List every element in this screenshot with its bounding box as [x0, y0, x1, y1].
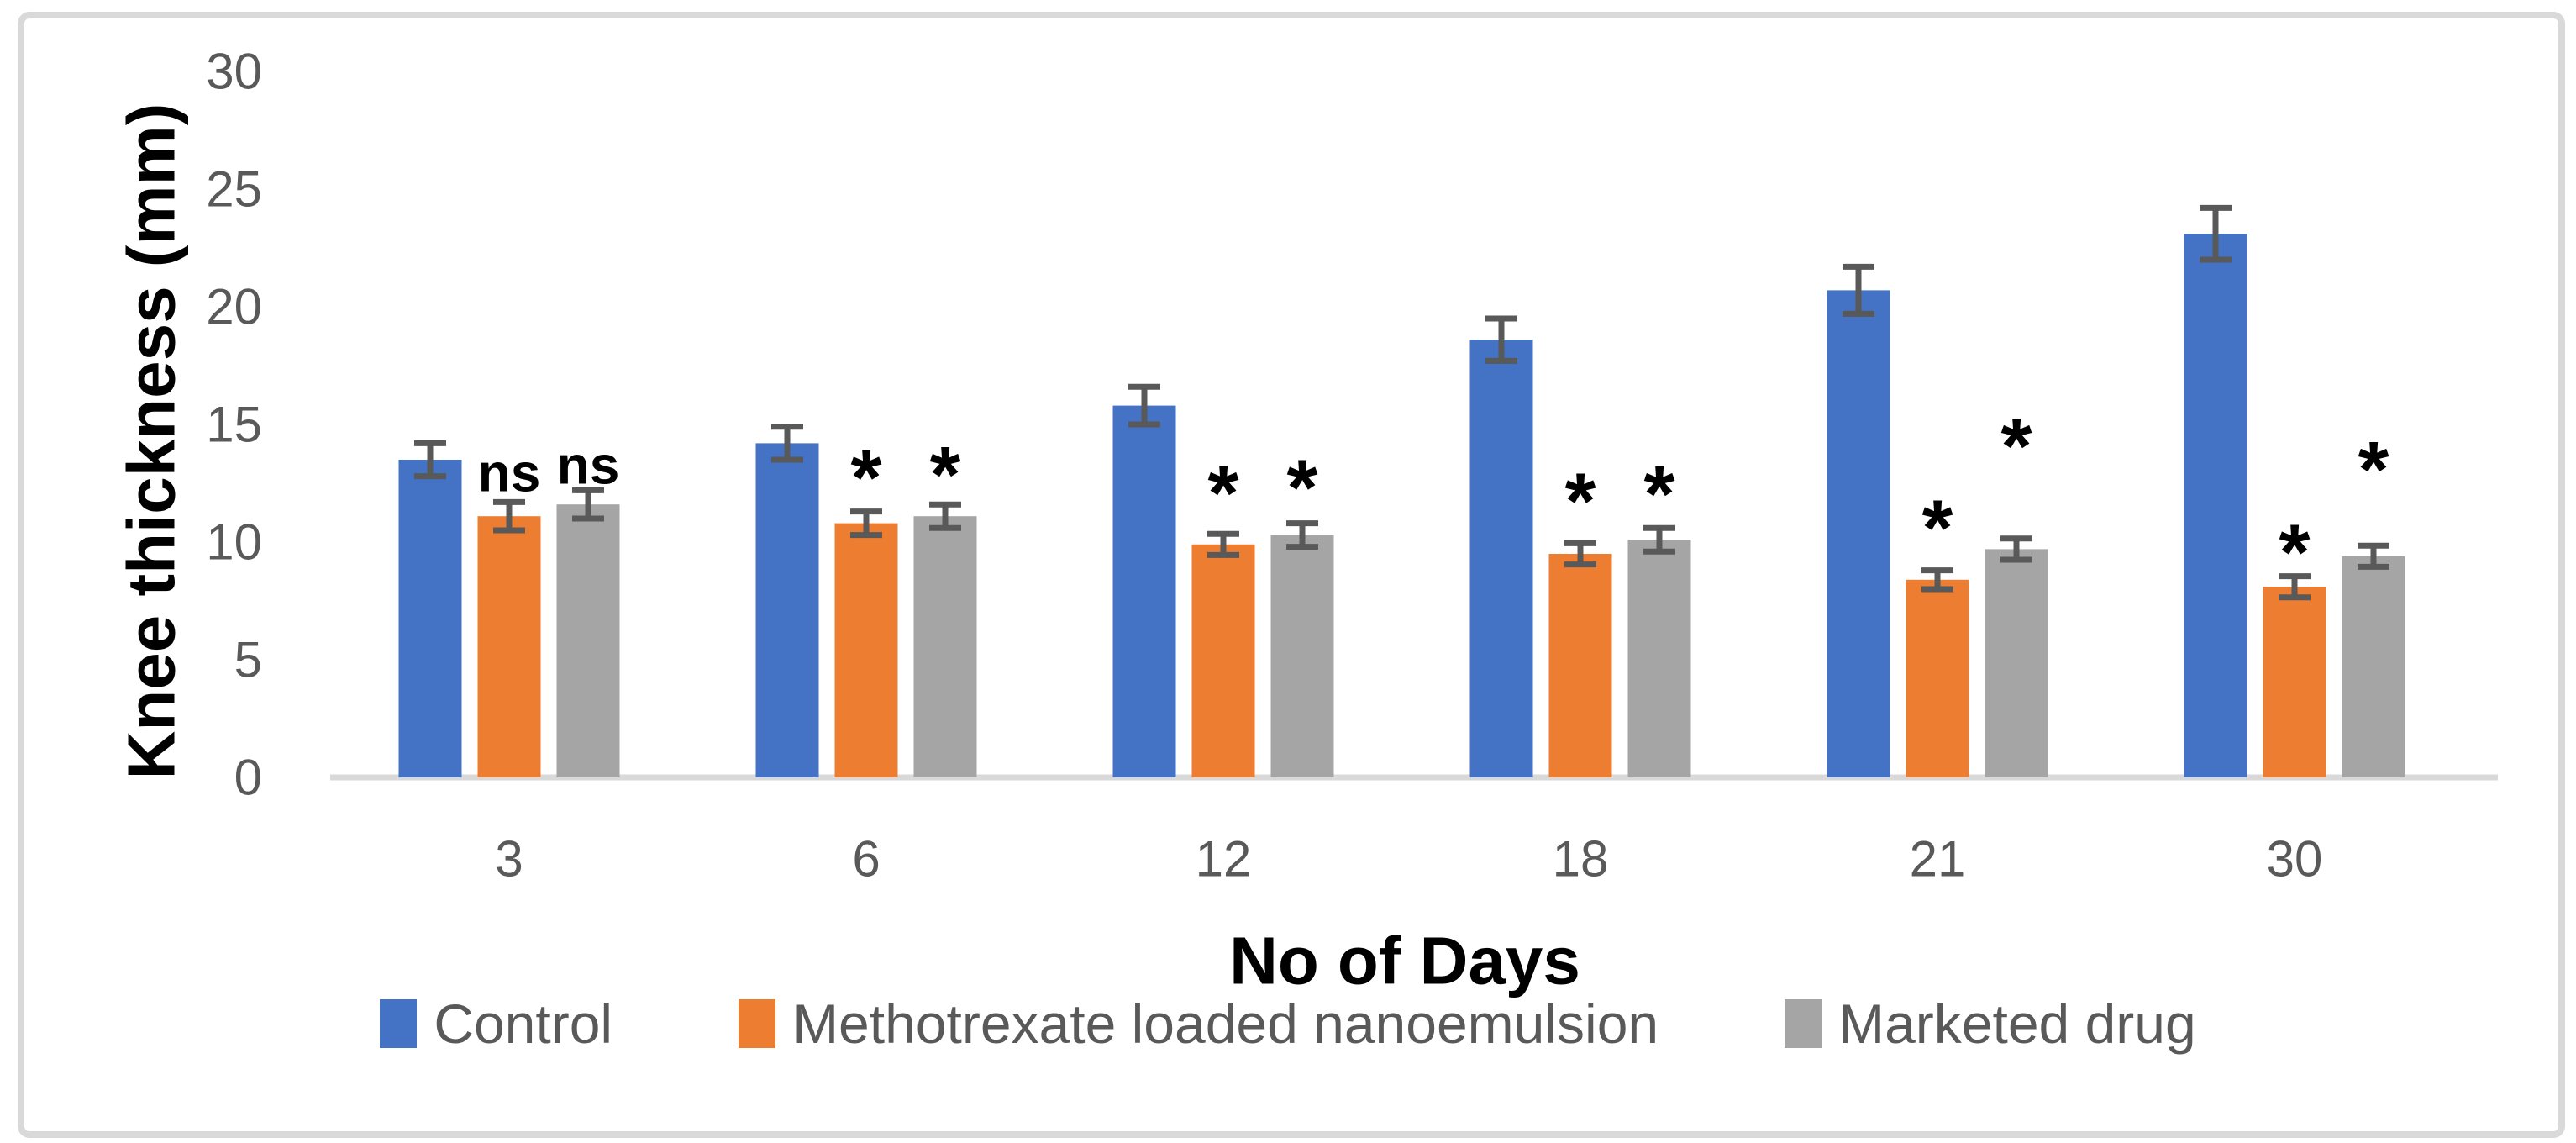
y-axis-title: Knee thickness (mm) [114, 103, 189, 780]
y-axis-tick-labels: 0 5 10 15 20 25 30 [206, 44, 262, 806]
asterisk-annotation-day18: * [1565, 456, 1596, 545]
bar-control-day3 [398, 460, 462, 777]
bar-marketed-drug-day12 [1270, 535, 1334, 777]
ns-annotation-day3: ns [557, 435, 620, 495]
error-bar [2279, 573, 2311, 601]
bar-methotrexate-loaded-nanoemulsion-day3 [477, 516, 541, 777]
x-tick-label-21: 21 [1910, 831, 1966, 888]
bar-methotrexate-loaded-nanoemulsion-day21 [1906, 579, 1969, 777]
bar-marketed-drug-day6 [913, 516, 977, 777]
error-bar [2200, 204, 2232, 263]
x-tick-label-6: 6 [852, 831, 880, 888]
y-tick-label-0: 0 [234, 750, 262, 806]
legend-swatch-icon [380, 999, 418, 1048]
error-bar [1921, 567, 1953, 593]
error-bar [2000, 535, 2032, 563]
error-bar [2358, 542, 2389, 570]
error-bar [1207, 530, 1239, 558]
y-tick-label-5: 5 [234, 632, 262, 688]
y-tick-label-25: 25 [206, 161, 262, 218]
y-tick-label-15: 15 [206, 397, 262, 453]
y-tick-label-30: 30 [206, 44, 262, 100]
error-bar [1843, 263, 1874, 317]
x-axis-title: No of Days [1229, 924, 1580, 998]
error-bar [771, 424, 803, 463]
error-bar [1564, 540, 1596, 568]
bars-layer [398, 234, 2405, 777]
ns-annotation-day3: ns [478, 442, 541, 503]
legend-swatch-icon [1785, 999, 1822, 1048]
x-tick-label-30: 30 [2267, 831, 2323, 888]
significance-annotations-layer: ns ns * * * * * * * * * * [478, 402, 2389, 598]
asterisk-annotation-day21: * [2001, 402, 2032, 491]
legend-item-control: Control [380, 992, 612, 1056]
error-bar [1128, 383, 1160, 428]
legend: Control Methotrexate loaded nanoemulsion M… [0, 992, 2576, 1056]
legend-swatch-icon [739, 999, 776, 1048]
bar-control-day30 [2184, 234, 2247, 777]
bar-methotrexate-loaded-nanoemulsion-day12 [1191, 544, 1255, 777]
legend-label: Marketed drug [1838, 993, 2196, 1055]
x-axis-tick-labels: 3 6 12 18 21 30 [495, 831, 2322, 888]
bar-methotrexate-loaded-nanoemulsion-day6 [834, 523, 898, 777]
asterisk-annotation-day6: * [930, 430, 961, 519]
legend-item-marketed-drug: Marketed drug [1785, 992, 2196, 1056]
error-bar [929, 501, 961, 531]
x-tick-label-18: 18 [1553, 831, 1609, 888]
bar-methotrexate-loaded-nanoemulsion-day30 [2263, 587, 2326, 777]
bar-control-day6 [755, 443, 819, 777]
asterisk-annotation-day30: * [2358, 425, 2389, 514]
y-tick-label-10: 10 [206, 514, 262, 571]
bar-marketed-drug-day3 [556, 504, 620, 777]
legend-label: Methotrexate loaded nanoemulsion [792, 993, 1659, 1055]
asterisk-annotation-day30: * [2279, 508, 2311, 598]
asterisk-annotation-day6: * [851, 434, 882, 523]
error-bar [414, 440, 446, 480]
x-tick-label-12: 12 [1196, 831, 1252, 888]
error-bar [493, 498, 525, 534]
bar-control-day18 [1469, 340, 1533, 777]
asterisk-annotation-day12: * [1208, 449, 1239, 538]
bar-control-day21 [1827, 290, 1890, 777]
asterisk-annotation-day18: * [1644, 450, 1675, 539]
y-tick-label-20: 20 [206, 279, 262, 335]
bar-marketed-drug-day21 [1985, 549, 2048, 777]
error-bar [1485, 315, 1517, 364]
bar-marketed-drug-day30 [2342, 556, 2405, 777]
x-tick-label-3: 3 [495, 831, 523, 888]
error-bar [1643, 524, 1675, 555]
error-bar [572, 487, 604, 522]
bar-methotrexate-loaded-nanoemulsion-day18 [1548, 554, 1612, 777]
bar-control-day12 [1112, 405, 1176, 777]
bar-marketed-drug-day18 [1627, 540, 1691, 777]
error-bars-layer [414, 204, 2389, 601]
asterisk-annotation-day12: * [1287, 444, 1318, 533]
asterisk-annotation-day21: * [1922, 484, 1953, 573]
legend-label: Control [434, 993, 613, 1055]
legend-item-methotrexate-loaded-nanoemulsion: Methotrexate loaded nanoemulsion [739, 992, 1659, 1056]
error-bar [850, 508, 882, 539]
error-bar [1286, 520, 1318, 550]
